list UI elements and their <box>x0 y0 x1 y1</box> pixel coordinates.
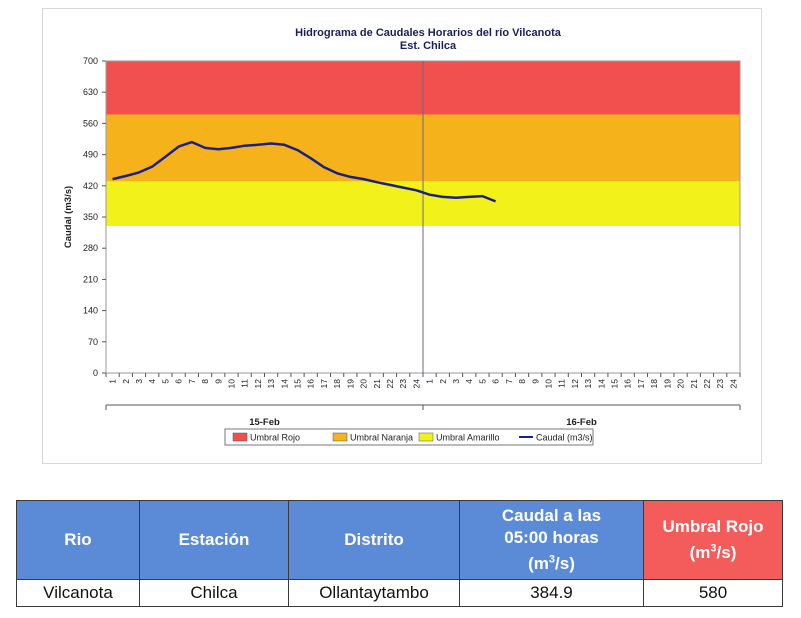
x-tick-label-hour: 22 <box>702 379 712 389</box>
header-caudal-unit: (m3/s) <box>528 553 575 574</box>
x-tick-label-hour: 18 <box>332 379 342 389</box>
cell-distrito: Ollantaytambo <box>288 579 460 607</box>
x-tick-label-hour: 14 <box>279 379 289 389</box>
x-tick-label-hour: 8 <box>200 379 210 384</box>
x-tick-label-hour: 7 <box>504 379 514 384</box>
legend-swatch <box>332 432 348 442</box>
x-tick-label-hour: 12 <box>253 379 263 389</box>
legend-label: Umbral Naranja <box>350 433 413 443</box>
x-tick-label-hour: 19 <box>662 379 672 389</box>
x-tick-label-hour: 4 <box>464 379 474 384</box>
x-tick-label-hour: 12 <box>570 379 580 389</box>
y-tick-label: 630 <box>83 87 98 97</box>
header-umbral-line1: Umbral Rojo <box>662 516 764 536</box>
x-tick-label-hour: 15 <box>293 379 303 389</box>
y-tick-label: 70 <box>88 337 98 347</box>
chart-subtitle: Est. Chilca <box>400 40 457 52</box>
x-tick-label-hour: 2 <box>121 379 131 384</box>
x-tick-label-hour: 16 <box>306 379 316 389</box>
x-tick-label-hour: 19 <box>345 379 355 389</box>
summary-table: Rio Estación Distrito Caudal a las 05:00… <box>16 500 783 607</box>
x-tick-label-hour: 17 <box>636 379 646 389</box>
legend-label: Umbral Amarillo <box>436 433 500 443</box>
header-distrito: Distrito <box>288 500 460 580</box>
x-tick-label-hour: 14 <box>596 379 606 389</box>
x-tick-label-hour: 20 <box>676 379 686 389</box>
x-tick-label-hour: 10 <box>543 379 553 389</box>
x-tick-label-hour: 23 <box>398 379 408 389</box>
y-axis-label: Caudal (m3/s) <box>63 186 74 248</box>
x-tick-label-hour: 3 <box>451 379 461 384</box>
legend-swatch <box>418 432 434 442</box>
x-tick-label-hour: 13 <box>266 379 276 389</box>
x-tick-label-hour: 22 <box>385 379 395 389</box>
x-tick-label-hour: 23 <box>715 379 725 389</box>
x-tick-label-hour: 21 <box>372 379 382 389</box>
cell-estacion: Chilca <box>139 579 289 607</box>
y-tick-label: 490 <box>83 150 98 160</box>
x-tick-label-hour: 6 <box>491 379 501 384</box>
chart-canvas: Hidrograma de Caudales Horarios del río … <box>63 27 741 446</box>
x-tick-label-hour: 17 <box>319 379 329 389</box>
header-caudal-line2: 05:00 horas <box>504 527 599 547</box>
y-tick-label: 210 <box>83 274 98 284</box>
header-estacion: Estación <box>139 500 289 580</box>
y-tick-label: 0 <box>93 368 98 378</box>
header-caudal-line1: Caudal a las <box>501 505 602 525</box>
x-tick-label-hour: 24 <box>728 379 738 389</box>
x-tick-label-hour: 9 <box>530 379 540 384</box>
y-tick-label: 700 <box>83 56 98 66</box>
x-tick-label-hour: 13 <box>583 379 593 389</box>
x-tick-label-hour: 7 <box>187 379 197 384</box>
x-tick-label-hour: 9 <box>213 379 223 384</box>
legend-box <box>224 428 594 446</box>
x-tick-label-hour: 2 <box>438 379 448 384</box>
header-rio: Rio <box>16 500 140 580</box>
x-tick-label-hour: 6 <box>174 379 184 384</box>
legend-swatch <box>232 432 248 442</box>
x-tick-label-hour: 1 <box>425 379 435 384</box>
y-tick-label: 350 <box>83 212 98 222</box>
cell-rio: Vilcanota <box>16 579 140 607</box>
x-tick-label-hour: 4 <box>147 379 157 384</box>
legend-label: Umbral Rojo <box>250 433 300 443</box>
y-tick-label: 280 <box>83 243 98 253</box>
chart-title: Hidrograma de Caudales Horarios del río … <box>295 27 562 39</box>
header-umbral-rojo: Umbral Rojo (m3/s) <box>643 500 783 580</box>
x-tick-label-hour: 3 <box>134 379 144 384</box>
x-tick-label-hour: 11 <box>240 379 250 388</box>
y-tick-label: 420 <box>83 181 98 191</box>
x-tick-label-hour: 15 <box>610 379 620 389</box>
x-day-label: 16-Feb <box>566 417 597 428</box>
x-tick-label-hour: 18 <box>649 379 659 389</box>
y-tick-label: 140 <box>83 306 98 316</box>
x-tick-label-hour: 21 <box>689 379 699 389</box>
table-header-row: Rio Estación Distrito Caudal a las 05:00… <box>16 500 783 580</box>
x-tick-label-hour: 10 <box>226 379 236 389</box>
x-day-label: 15-Feb <box>249 417 280 428</box>
cell-umbral: 580 <box>643 579 783 607</box>
x-tick-label-hour: 20 <box>359 379 369 389</box>
hydrograph-chart: Hidrograma de Caudales Horarios del río … <box>42 8 762 464</box>
series-line-caudal <box>112 140 497 203</box>
x-tick-label-hour: 8 <box>517 379 527 384</box>
x-tick-label-hour: 5 <box>477 379 487 384</box>
x-tick-label-hour: 24 <box>411 379 421 389</box>
header-caudal: Caudal a las 05:00 horas (m3/s) <box>459 500 644 580</box>
x-tick-label-hour: 5 <box>160 379 170 384</box>
cell-caudal: 384.9 <box>459 579 644 607</box>
x-tick-label-hour: 16 <box>623 379 633 389</box>
x-tick-label-hour: 11 <box>557 379 567 388</box>
legend-label: Caudal (m3/s) <box>536 433 593 443</box>
x-tick-label-hour: 1 <box>108 379 118 384</box>
table-row: Vilcanota Chilca Ollantaytambo 384.9 580 <box>16 579 783 607</box>
y-tick-label: 560 <box>83 118 98 128</box>
header-umbral-unit: (m3/s) <box>689 542 737 563</box>
